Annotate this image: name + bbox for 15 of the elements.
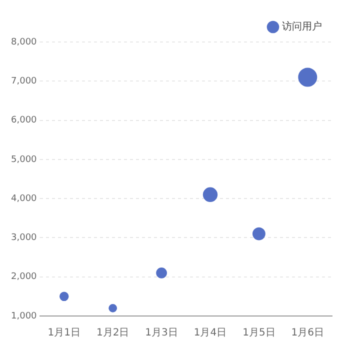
x-tick-label: 1月4日	[194, 328, 227, 339]
y-tick-label: 7,000	[11, 76, 38, 86]
y-tick-label: 4,000	[11, 194, 38, 204]
x-tick-label: 1月3日	[145, 328, 178, 339]
y-tick-label: 8,000	[11, 37, 38, 48]
y-tick-label: 3,000	[11, 233, 38, 244]
x-tick-label: 1月5日	[242, 328, 276, 339]
y-tick-label: 2,000	[11, 272, 38, 282]
y-tick-label: 1,000	[11, 311, 38, 322]
x-tick-label: 1月2日	[96, 328, 130, 339]
y-tick-label: 6,000	[11, 116, 38, 126]
x-tick-label: 1月6日	[291, 328, 324, 339]
legend-label: 访问用户	[282, 20, 322, 33]
x-tick-label: 1月1日	[48, 328, 80, 339]
y-tick-label: 5,000	[11, 154, 38, 165]
